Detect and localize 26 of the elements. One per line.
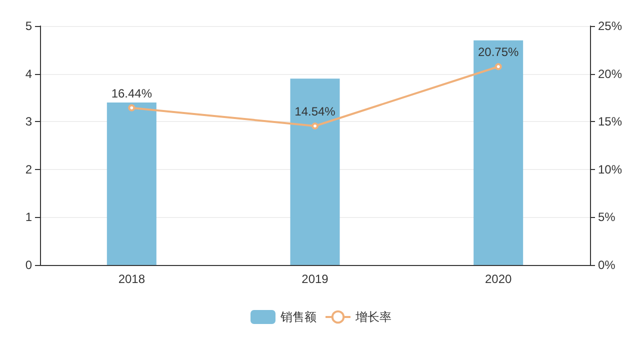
point	[128, 104, 136, 112]
data-label: 14.54%	[294, 104, 336, 118]
y2-tick-label: 25%	[598, 19, 622, 33]
legend-label: 增长率	[354, 310, 392, 324]
y-tick-label: 1	[25, 210, 32, 224]
point	[494, 63, 502, 70]
data-label: 16.44%	[111, 86, 152, 100]
y2-tick-label: 20%	[598, 66, 622, 81]
x-tick-label: 2019	[302, 272, 329, 286]
y-tick-label: 0	[25, 258, 32, 272]
y2-tick-label: 15%	[598, 114, 622, 129]
data-label: 20.75%	[478, 45, 520, 60]
bar	[106, 102, 156, 265]
point	[312, 122, 318, 130]
x-tick-label: 2020	[484, 272, 512, 286]
y-tick-label: 4	[25, 66, 32, 81]
y2-tick-label: 10%	[598, 162, 622, 176]
x-tick-label: 2018	[118, 272, 146, 286]
y-tick-label: 5	[25, 19, 32, 33]
y2-tick-label: 0%	[598, 258, 616, 272]
y-tick-label: 3	[25, 114, 32, 129]
y-tick-label: 2	[25, 162, 32, 176]
bar	[290, 78, 340, 265]
legend-label: 销售额	[280, 310, 316, 324]
bar	[474, 40, 524, 265]
y2-tick-label: 5%	[598, 210, 616, 224]
